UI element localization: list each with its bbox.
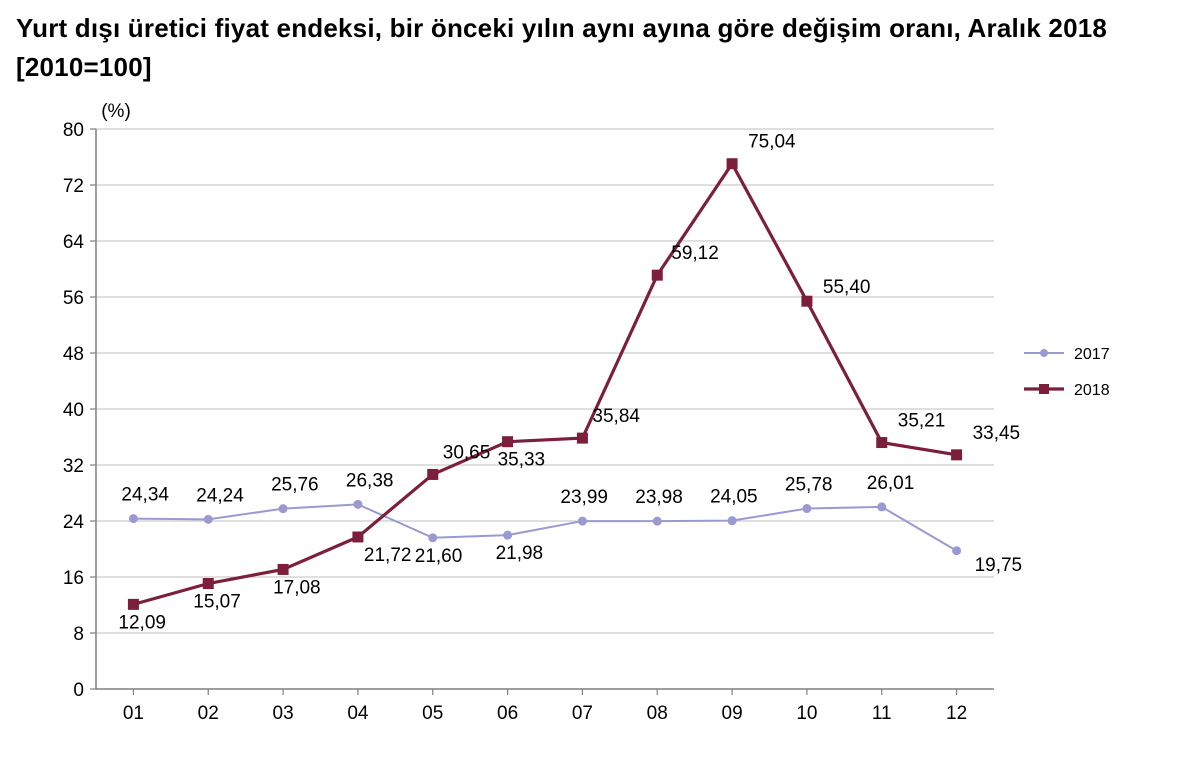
svg-text:35,84: 35,84 bbox=[592, 406, 640, 427]
svg-text:59,12: 59,12 bbox=[671, 243, 719, 264]
svg-text:05: 05 bbox=[422, 703, 443, 724]
svg-text:48: 48 bbox=[63, 344, 84, 365]
svg-text:23,98: 23,98 bbox=[635, 487, 683, 508]
svg-text:17,08: 17,08 bbox=[273, 577, 321, 598]
svg-text:25,76: 25,76 bbox=[271, 475, 319, 496]
svg-text:03: 03 bbox=[273, 703, 294, 724]
chart-title-line1: Yurt dışı üretici fiyat endeksi, bir önc… bbox=[16, 12, 1184, 45]
svg-text:25,78: 25,78 bbox=[785, 475, 833, 496]
svg-text:56: 56 bbox=[63, 288, 84, 309]
svg-text:40: 40 bbox=[63, 400, 84, 421]
svg-text:80: 80 bbox=[63, 120, 84, 141]
chart-container: 0816243240485664728001020304050607080910… bbox=[16, 89, 1184, 749]
svg-text:21,98: 21,98 bbox=[496, 543, 544, 564]
line-chart: 0816243240485664728001020304050607080910… bbox=[16, 89, 1184, 749]
svg-text:24,24: 24,24 bbox=[196, 485, 244, 506]
svg-text:12: 12 bbox=[946, 703, 967, 724]
svg-text:06: 06 bbox=[497, 703, 518, 724]
svg-text:75,04: 75,04 bbox=[748, 132, 796, 153]
svg-text:72: 72 bbox=[63, 176, 84, 197]
svg-text:24: 24 bbox=[63, 512, 85, 533]
svg-text:01: 01 bbox=[123, 703, 144, 724]
svg-text:35,33: 35,33 bbox=[498, 450, 546, 471]
svg-text:33,45: 33,45 bbox=[973, 423, 1021, 444]
svg-text:10: 10 bbox=[796, 703, 817, 724]
svg-text:23,99: 23,99 bbox=[560, 487, 608, 508]
svg-text:08: 08 bbox=[647, 703, 668, 724]
svg-text:11: 11 bbox=[872, 703, 892, 724]
legend-label: 2018 bbox=[1074, 382, 1110, 399]
svg-text:0: 0 bbox=[73, 680, 84, 701]
svg-text:26,01: 26,01 bbox=[867, 473, 915, 494]
svg-text:16: 16 bbox=[63, 568, 84, 589]
svg-text:32: 32 bbox=[63, 456, 84, 477]
svg-text:07: 07 bbox=[572, 703, 593, 724]
svg-text:8: 8 bbox=[73, 624, 84, 645]
svg-text:35,21: 35,21 bbox=[898, 411, 946, 432]
svg-text:19,75: 19,75 bbox=[975, 555, 1023, 576]
svg-text:09: 09 bbox=[722, 703, 743, 724]
svg-text:21,72: 21,72 bbox=[364, 545, 412, 566]
svg-text:55,40: 55,40 bbox=[823, 277, 871, 298]
svg-text:15,07: 15,07 bbox=[193, 592, 241, 613]
svg-text:24,34: 24,34 bbox=[121, 485, 169, 506]
svg-text:26,38: 26,38 bbox=[346, 470, 394, 491]
svg-text:02: 02 bbox=[198, 703, 219, 724]
svg-text:12,09: 12,09 bbox=[118, 612, 166, 633]
legend-label: 2017 bbox=[1074, 346, 1110, 363]
svg-text:24,05: 24,05 bbox=[710, 487, 758, 508]
svg-text:64: 64 bbox=[63, 232, 85, 253]
svg-text:(%): (%) bbox=[101, 101, 131, 122]
svg-text:21,60: 21,60 bbox=[415, 546, 463, 567]
chart-title-line2: [2010=100] bbox=[16, 51, 1184, 84]
svg-text:04: 04 bbox=[347, 703, 369, 724]
svg-text:30,65: 30,65 bbox=[443, 442, 491, 463]
